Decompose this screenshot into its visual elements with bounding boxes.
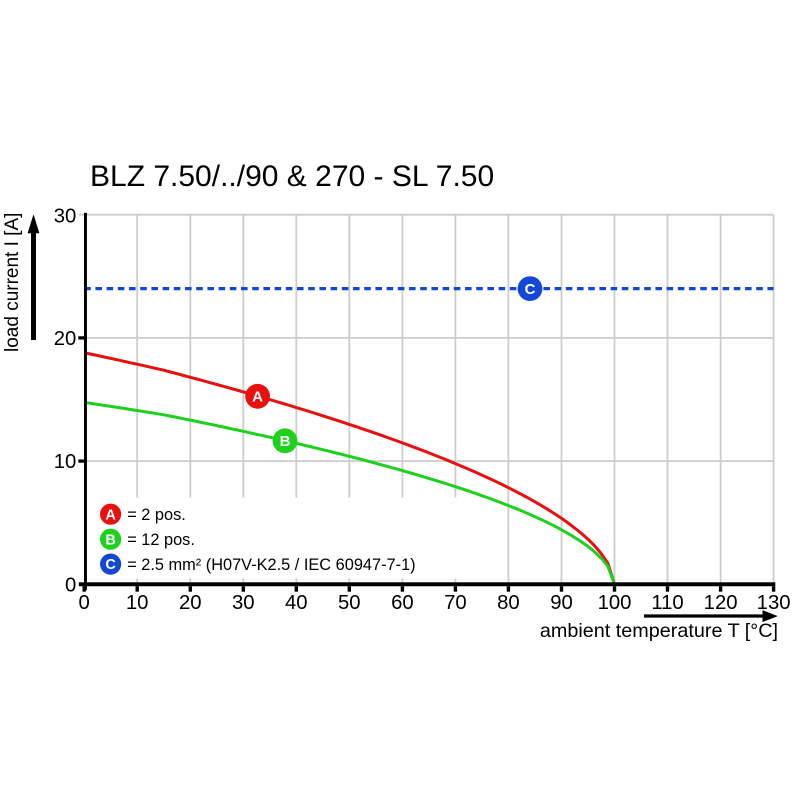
svg-text:0: 0 [65,575,76,597]
svg-text:load current I [A]: load current I [A] [2,213,23,352]
svg-text:30: 30 [54,205,77,227]
svg-text:100: 100 [598,592,632,614]
svg-text:10: 10 [54,451,77,473]
svg-text:80: 80 [497,592,520,614]
svg-text:130: 130 [757,592,791,614]
svg-text:50: 50 [338,592,361,614]
svg-text:0: 0 [79,592,90,614]
svg-text:40: 40 [285,592,308,614]
svg-text:B: B [280,433,291,450]
svg-text:20: 20 [179,592,202,614]
svg-text:BLZ 7.50/../90 & 270 - SL 7.50: BLZ 7.50/../90 & 270 - SL 7.50 [90,160,494,193]
svg-text:B: B [105,532,115,548]
svg-text:= 12 pos.: = 12 pos. [127,531,195,549]
svg-text:C: C [105,557,116,573]
svg-text:C: C [525,281,536,298]
svg-text:A: A [105,507,116,523]
svg-text:= 2 pos.: = 2 pos. [127,506,186,524]
svg-text:30: 30 [232,592,255,614]
svg-text:10: 10 [126,592,149,614]
svg-text:60: 60 [391,592,414,614]
svg-text:120: 120 [704,592,738,614]
svg-text:= 2.5 mm² (H07V-K2.5 / IEC 609: = 2.5 mm² (H07V-K2.5 / IEC 60947-7-1) [127,556,415,574]
svg-text:ambient temperature T [°C]: ambient temperature T [°C] [540,620,778,642]
svg-text:20: 20 [54,328,77,350]
svg-text:70: 70 [444,592,467,614]
svg-text:110: 110 [651,592,683,614]
svg-text:A: A [252,389,263,406]
svg-text:90: 90 [550,592,573,614]
